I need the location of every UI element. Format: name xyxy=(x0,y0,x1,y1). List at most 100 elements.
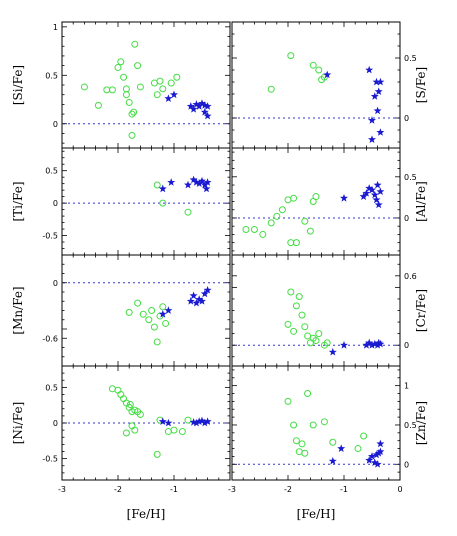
data-point-star xyxy=(198,176,206,185)
data-point-circle xyxy=(354,445,362,453)
data-point-star xyxy=(192,418,201,427)
data-point-circle xyxy=(120,395,128,403)
data-point-circle xyxy=(130,108,138,116)
panel-s: 0 0.5 [S/Fe] xyxy=(231,21,428,149)
data-point-star xyxy=(192,178,201,186)
data-point-star xyxy=(164,306,173,314)
panel-grid: 0 0.5 1 [Si/Fe] 0 0.5 [S/Fe] -0.5 0 0.5 [Ti/Fe] 0 0.… xyxy=(11,21,428,494)
data-point-star xyxy=(203,111,212,120)
data-point-circle xyxy=(120,73,128,81)
y-tick-label: 0.6 xyxy=(404,272,417,281)
data-point-circle xyxy=(162,319,170,327)
data-point-circle xyxy=(315,330,323,338)
data-point-circle xyxy=(122,399,130,407)
y-tick-label: 1 xyxy=(53,23,58,32)
data-point-circle xyxy=(298,311,306,319)
data-point-circle xyxy=(159,199,167,207)
data-point-circle xyxy=(131,40,139,48)
data-point-circle xyxy=(287,288,295,296)
panel-ni: -0.5 0 0.5 [Ni/Fe] -3 -2 -1 xyxy=(11,365,231,494)
x-tick-label: 0 xyxy=(397,485,402,494)
data-point-circle xyxy=(136,410,144,418)
x-tick-label: -2 xyxy=(114,485,122,494)
data-point-circle xyxy=(292,239,300,247)
data-point-circle xyxy=(290,194,298,202)
data-point-star xyxy=(195,417,204,425)
data-point-circle xyxy=(114,64,122,72)
y-axis-label: [Si/Fe] xyxy=(11,65,25,105)
data-point-star xyxy=(198,99,206,107)
data-point-star xyxy=(365,338,374,347)
x-tick-label: -3 xyxy=(228,485,236,494)
data-point-circle xyxy=(125,308,133,316)
panel-cr: 0 0.6 [Cr/Fe] xyxy=(231,254,428,367)
data-point-star xyxy=(200,180,209,189)
data-point-star xyxy=(370,92,379,100)
data-point-circle xyxy=(290,421,298,429)
data-point-star xyxy=(372,195,381,204)
data-point-circle xyxy=(134,299,142,307)
data-point-circle xyxy=(301,217,309,225)
panel-frame xyxy=(61,254,231,367)
data-point-circle xyxy=(267,219,275,227)
data-point-star xyxy=(200,289,209,298)
y-tick-label: 1 xyxy=(404,382,409,391)
data-point-circle xyxy=(156,77,164,85)
data-point-circle xyxy=(284,397,292,405)
data-point-star xyxy=(158,310,167,318)
data-point-circle xyxy=(301,449,309,457)
data-point-circle xyxy=(284,320,292,328)
data-point-star xyxy=(362,189,371,197)
data-point-circle xyxy=(304,390,312,398)
panel-frame xyxy=(231,254,401,367)
data-point-star xyxy=(198,416,206,425)
y-tick-label: -0.5 xyxy=(42,232,58,241)
data-point-circle xyxy=(125,98,133,106)
y-tick-label: 0 xyxy=(53,120,58,129)
y-tick-label: 0.5 xyxy=(45,167,58,176)
data-point-star xyxy=(200,107,209,116)
data-point-circle xyxy=(122,91,130,99)
data-point-star xyxy=(376,187,385,196)
x-tick-label: -1 xyxy=(170,485,178,494)
x-axis-label-left: [Fe/H] xyxy=(127,507,166,521)
y-tick-label: 0.5 xyxy=(45,71,58,80)
data-point-star xyxy=(186,297,195,305)
data-point-circle xyxy=(136,83,144,91)
data-point-circle xyxy=(150,323,158,331)
y-tick-label: 0 xyxy=(404,114,409,123)
panel-frame xyxy=(231,21,401,149)
data-point-circle xyxy=(108,86,116,94)
data-point-circle xyxy=(267,85,275,93)
data-point-circle xyxy=(128,422,136,430)
data-point-star xyxy=(373,180,382,189)
data-point-circle xyxy=(153,338,161,346)
data-point-star xyxy=(164,94,173,102)
data-point-circle xyxy=(320,418,328,426)
data-point-circle xyxy=(173,73,181,81)
data-point-star xyxy=(158,184,167,193)
data-point-star xyxy=(373,106,382,115)
data-point-circle xyxy=(153,181,161,189)
data-point-star xyxy=(376,339,385,348)
y-tick-label: 0 xyxy=(404,214,409,223)
data-point-star xyxy=(167,178,176,186)
y-tick-label: 0 xyxy=(53,199,58,208)
data-point-circle xyxy=(323,339,331,347)
data-point-star xyxy=(362,340,371,349)
data-point-star xyxy=(365,65,374,74)
data-point-circle xyxy=(360,432,368,440)
data-point-star xyxy=(373,460,382,468)
data-point-circle xyxy=(150,79,158,87)
y-tick-label: -0.5 xyxy=(42,455,58,464)
y-tick-label: 0.5 xyxy=(404,173,417,182)
data-point-circle xyxy=(164,428,172,436)
x-axis-label-right: [Fe/H] xyxy=(297,507,336,521)
data-point-star xyxy=(189,175,198,184)
data-point-circle xyxy=(128,131,136,139)
data-point-circle xyxy=(117,391,125,398)
y-axis-label: [Ni/Fe] xyxy=(11,402,25,445)
y-tick-label: 0.5 xyxy=(45,383,58,392)
data-point-circle xyxy=(108,385,116,393)
